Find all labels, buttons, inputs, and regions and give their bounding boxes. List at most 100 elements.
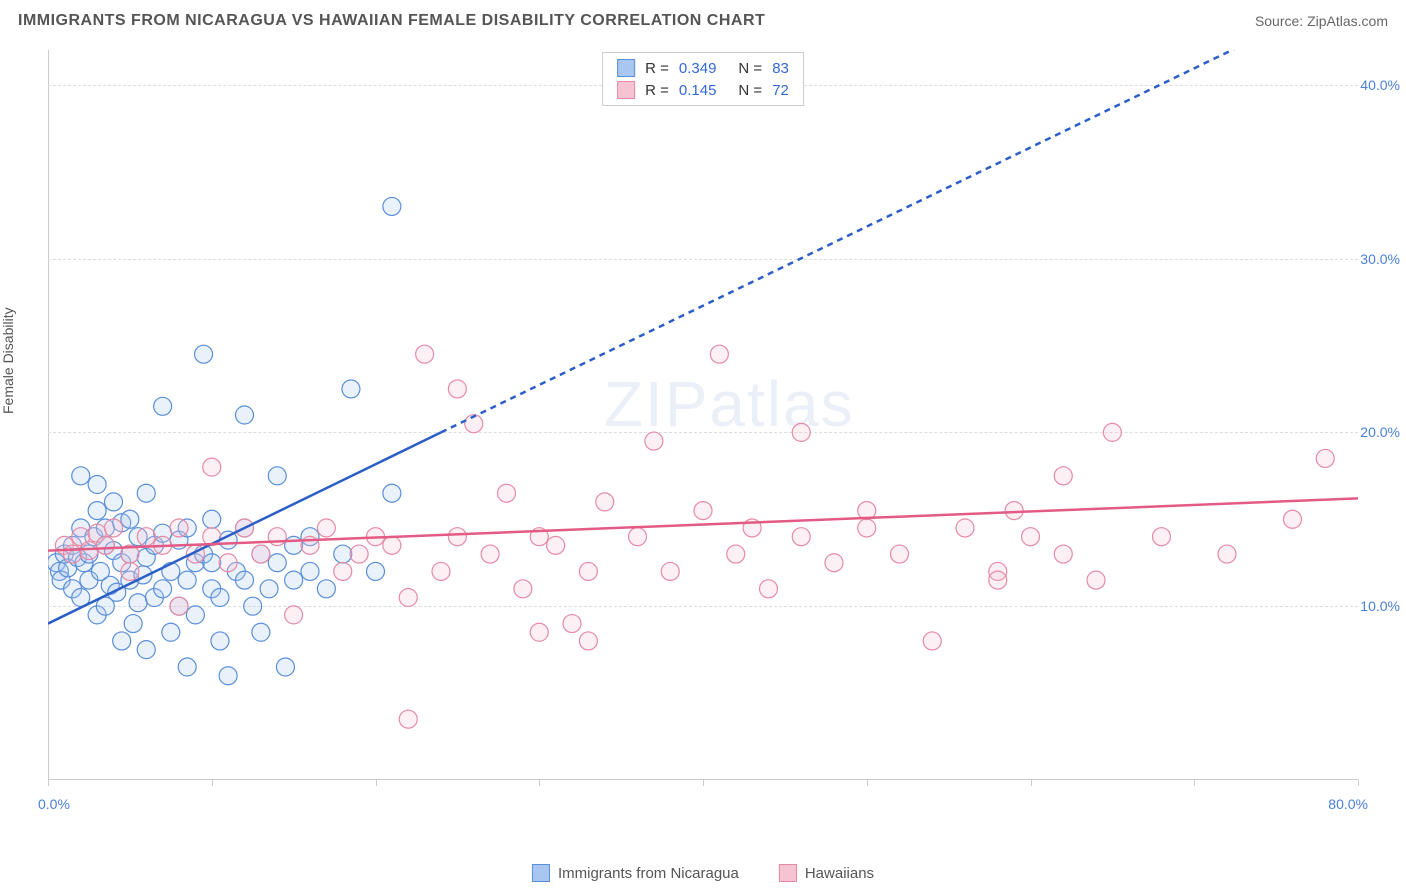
data-point [154,397,172,415]
data-point [727,545,745,563]
series-legend-item: Hawaiians [779,864,874,882]
data-point [342,380,360,398]
r-value: 0.349 [679,60,717,77]
data-point [1218,545,1236,563]
series-legend-label: Hawaiians [805,865,874,882]
data-point [252,545,270,563]
data-point [285,536,303,554]
y-axis-label: Female Disability [0,307,16,414]
data-point [923,632,941,650]
data-point [448,528,466,546]
x-tick-max: 80.0% [1328,796,1368,812]
data-point [891,545,909,563]
data-point [236,406,254,424]
data-point [858,519,876,537]
data-point [186,606,204,624]
data-point [276,658,294,676]
data-point [825,554,843,572]
x-tick-mark [212,780,213,786]
data-point [530,623,548,641]
data-point [760,580,778,598]
x-tick-mark [1194,780,1195,786]
data-point [121,562,139,580]
header: IMMIGRANTS FROM NICARAGUA VS HAWAIIAN FE… [18,12,1388,30]
data-point [579,562,597,580]
data-point [367,562,385,580]
x-tick-mark [1358,780,1359,786]
data-point [645,432,663,450]
data-point [1022,528,1040,546]
data-point [350,545,368,563]
data-point [383,484,401,502]
data-point [514,580,532,598]
y-tick-label: 20.0% [1360,424,1400,440]
data-point [121,510,139,528]
data-point [448,380,466,398]
data-point [80,542,98,560]
chart-title: IMMIGRANTS FROM NICARAGUA VS HAWAIIAN FE… [18,12,765,30]
n-value: 72 [772,82,789,99]
x-tick-mark [867,780,868,786]
data-point [219,554,237,572]
data-point [105,519,123,537]
data-point [88,502,106,520]
x-tick-mark [703,780,704,786]
data-point [105,493,123,511]
data-point [547,536,565,554]
data-point [129,594,147,612]
data-point [710,345,728,363]
data-point [113,632,131,650]
data-point [317,580,335,598]
y-tick-label: 40.0% [1360,77,1400,93]
data-point [170,597,188,615]
data-point [88,476,106,494]
n-label: N = [738,60,762,77]
r-label: R = [645,82,669,99]
data-point [219,667,237,685]
data-point [170,519,188,537]
stats-legend-row: R = 0.145 N = 72 [617,81,789,99]
legend-swatch [617,59,635,77]
data-point [301,562,319,580]
data-point [268,554,286,572]
series-legend-label: Immigrants from Nicaragua [558,865,739,882]
data-point [792,423,810,441]
data-point [195,345,213,363]
data-point [1087,571,1105,589]
data-point [334,545,352,563]
data-point [481,545,499,563]
data-point [260,580,278,598]
data-point [203,554,221,572]
data-point [236,571,254,589]
series-legend-item: Immigrants from Nicaragua [532,864,739,882]
data-point [317,519,335,537]
data-point [211,632,229,650]
data-point [1054,545,1072,563]
data-point [1054,467,1072,485]
chart-area: ZIPatlas R = 0.349 N = 83 R = 0.145 N = … [48,50,1358,820]
data-point [1284,510,1302,528]
data-point [252,623,270,641]
data-point [661,562,679,580]
data-point [563,615,581,633]
data-point [285,571,303,589]
data-point [137,484,155,502]
source-label: Source: ZipAtlas.com [1255,13,1388,29]
data-point [178,658,196,676]
data-point [244,597,262,615]
data-point [1153,528,1171,546]
data-point [96,536,114,554]
data-point [334,562,352,580]
n-value: 83 [772,60,789,77]
data-point [203,458,221,476]
data-point [268,467,286,485]
legend-swatch [532,864,550,882]
data-point [1103,423,1121,441]
r-value: 0.145 [679,82,717,99]
legend-swatch [617,81,635,99]
data-point [629,528,647,546]
data-point [956,519,974,537]
x-tick-mark [48,780,49,786]
y-tick-label: 30.0% [1360,251,1400,267]
data-point [399,589,417,607]
